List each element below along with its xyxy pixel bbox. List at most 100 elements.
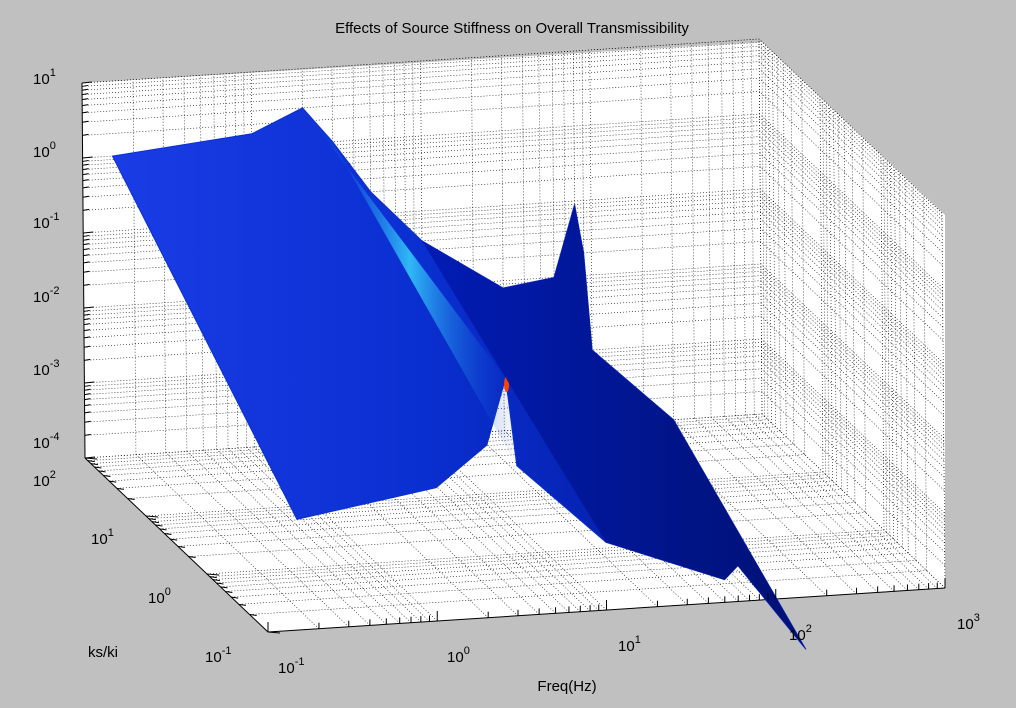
y-tick-label: 102 xyxy=(33,469,56,490)
grid-line xyxy=(721,41,725,417)
grid-line xyxy=(135,454,320,629)
grid-line xyxy=(761,41,766,417)
grid-line xyxy=(761,413,946,589)
x-tick-label: 10-1 xyxy=(278,656,304,677)
grid-line xyxy=(203,450,387,625)
y-axis-label: ks/ki xyxy=(88,644,118,661)
tick xyxy=(82,111,89,114)
z-tick-label: 10-4 xyxy=(33,431,59,452)
grid-line xyxy=(754,414,938,589)
tick xyxy=(87,460,95,463)
tick xyxy=(84,411,91,414)
tick xyxy=(116,487,124,490)
grid-line xyxy=(782,62,787,438)
tick xyxy=(109,480,117,483)
grid-line xyxy=(188,512,866,557)
grid-line xyxy=(82,91,760,136)
grid-line xyxy=(790,69,795,445)
grid-line xyxy=(670,44,674,420)
tick xyxy=(81,88,89,91)
grid-line xyxy=(177,502,855,547)
grid-line xyxy=(581,50,586,426)
grid-line xyxy=(216,449,400,624)
grid-line xyxy=(694,418,878,593)
grid-line xyxy=(82,113,760,159)
grid-line xyxy=(82,45,760,91)
tick xyxy=(84,345,91,348)
grid-line xyxy=(819,96,824,473)
grid-line xyxy=(759,130,943,305)
grid-line xyxy=(538,53,543,429)
tick xyxy=(81,81,93,84)
grid-line xyxy=(209,532,887,577)
grid-line xyxy=(759,77,943,253)
grid-line xyxy=(760,218,944,394)
grid-line xyxy=(164,489,842,534)
tick xyxy=(81,84,89,87)
y-tick-label: 101 xyxy=(91,527,114,548)
grid-line xyxy=(82,143,760,189)
tick xyxy=(148,518,156,521)
tick xyxy=(84,358,91,361)
grid-line xyxy=(369,64,373,440)
grid-line xyxy=(883,157,888,533)
grid-line xyxy=(758,38,763,415)
grid-line xyxy=(412,61,417,437)
grid-line xyxy=(352,65,357,441)
grid-line xyxy=(234,73,239,449)
grid-line xyxy=(238,560,916,605)
tick xyxy=(206,573,220,576)
tick xyxy=(220,586,228,589)
tick xyxy=(83,336,91,339)
tick xyxy=(159,528,167,531)
grid-line xyxy=(894,167,898,543)
grid-line xyxy=(707,42,712,418)
grid-line xyxy=(904,178,909,554)
grid-line xyxy=(890,163,894,539)
tick xyxy=(84,404,91,407)
grid-line xyxy=(83,211,761,256)
tick xyxy=(82,208,90,211)
tick xyxy=(83,309,90,312)
grid-line xyxy=(82,136,760,181)
tick xyxy=(170,538,178,541)
grid-line xyxy=(742,40,746,416)
grid-line xyxy=(759,188,944,364)
grid-line xyxy=(382,63,387,439)
grid-line xyxy=(899,172,903,548)
tick xyxy=(145,515,159,518)
grid-line xyxy=(82,77,760,123)
tick xyxy=(83,283,90,286)
tick xyxy=(84,388,91,391)
x-tick-label: 103 xyxy=(957,612,980,633)
tick xyxy=(83,313,90,316)
grid-line xyxy=(724,416,908,591)
grid-line xyxy=(761,368,945,544)
grid-line xyxy=(563,51,567,427)
tick xyxy=(83,306,94,309)
chart-title: Effects of Source Stiffness on Overall T… xyxy=(335,20,689,37)
z-tick-label: 10-1 xyxy=(33,211,59,232)
grid-line xyxy=(83,195,761,241)
grid-line xyxy=(759,113,943,289)
grid-line xyxy=(474,432,658,607)
grid-line xyxy=(155,480,833,526)
tick xyxy=(90,463,98,466)
tick xyxy=(127,498,135,501)
grid-line xyxy=(522,54,526,430)
grid-line xyxy=(759,121,943,296)
grid-line xyxy=(825,102,830,478)
x-tick-labels: 10-1 100 101 102 103 xyxy=(278,612,980,677)
grid-line xyxy=(82,50,760,95)
tick xyxy=(82,120,89,123)
grid-line xyxy=(759,125,943,300)
grid-line xyxy=(768,47,772,423)
grid-line xyxy=(500,55,505,431)
grid-line xyxy=(880,154,885,531)
tick xyxy=(82,156,93,159)
grid-line xyxy=(862,137,866,513)
grid-line xyxy=(761,377,945,553)
tick xyxy=(177,545,185,548)
grid-line xyxy=(923,195,927,571)
